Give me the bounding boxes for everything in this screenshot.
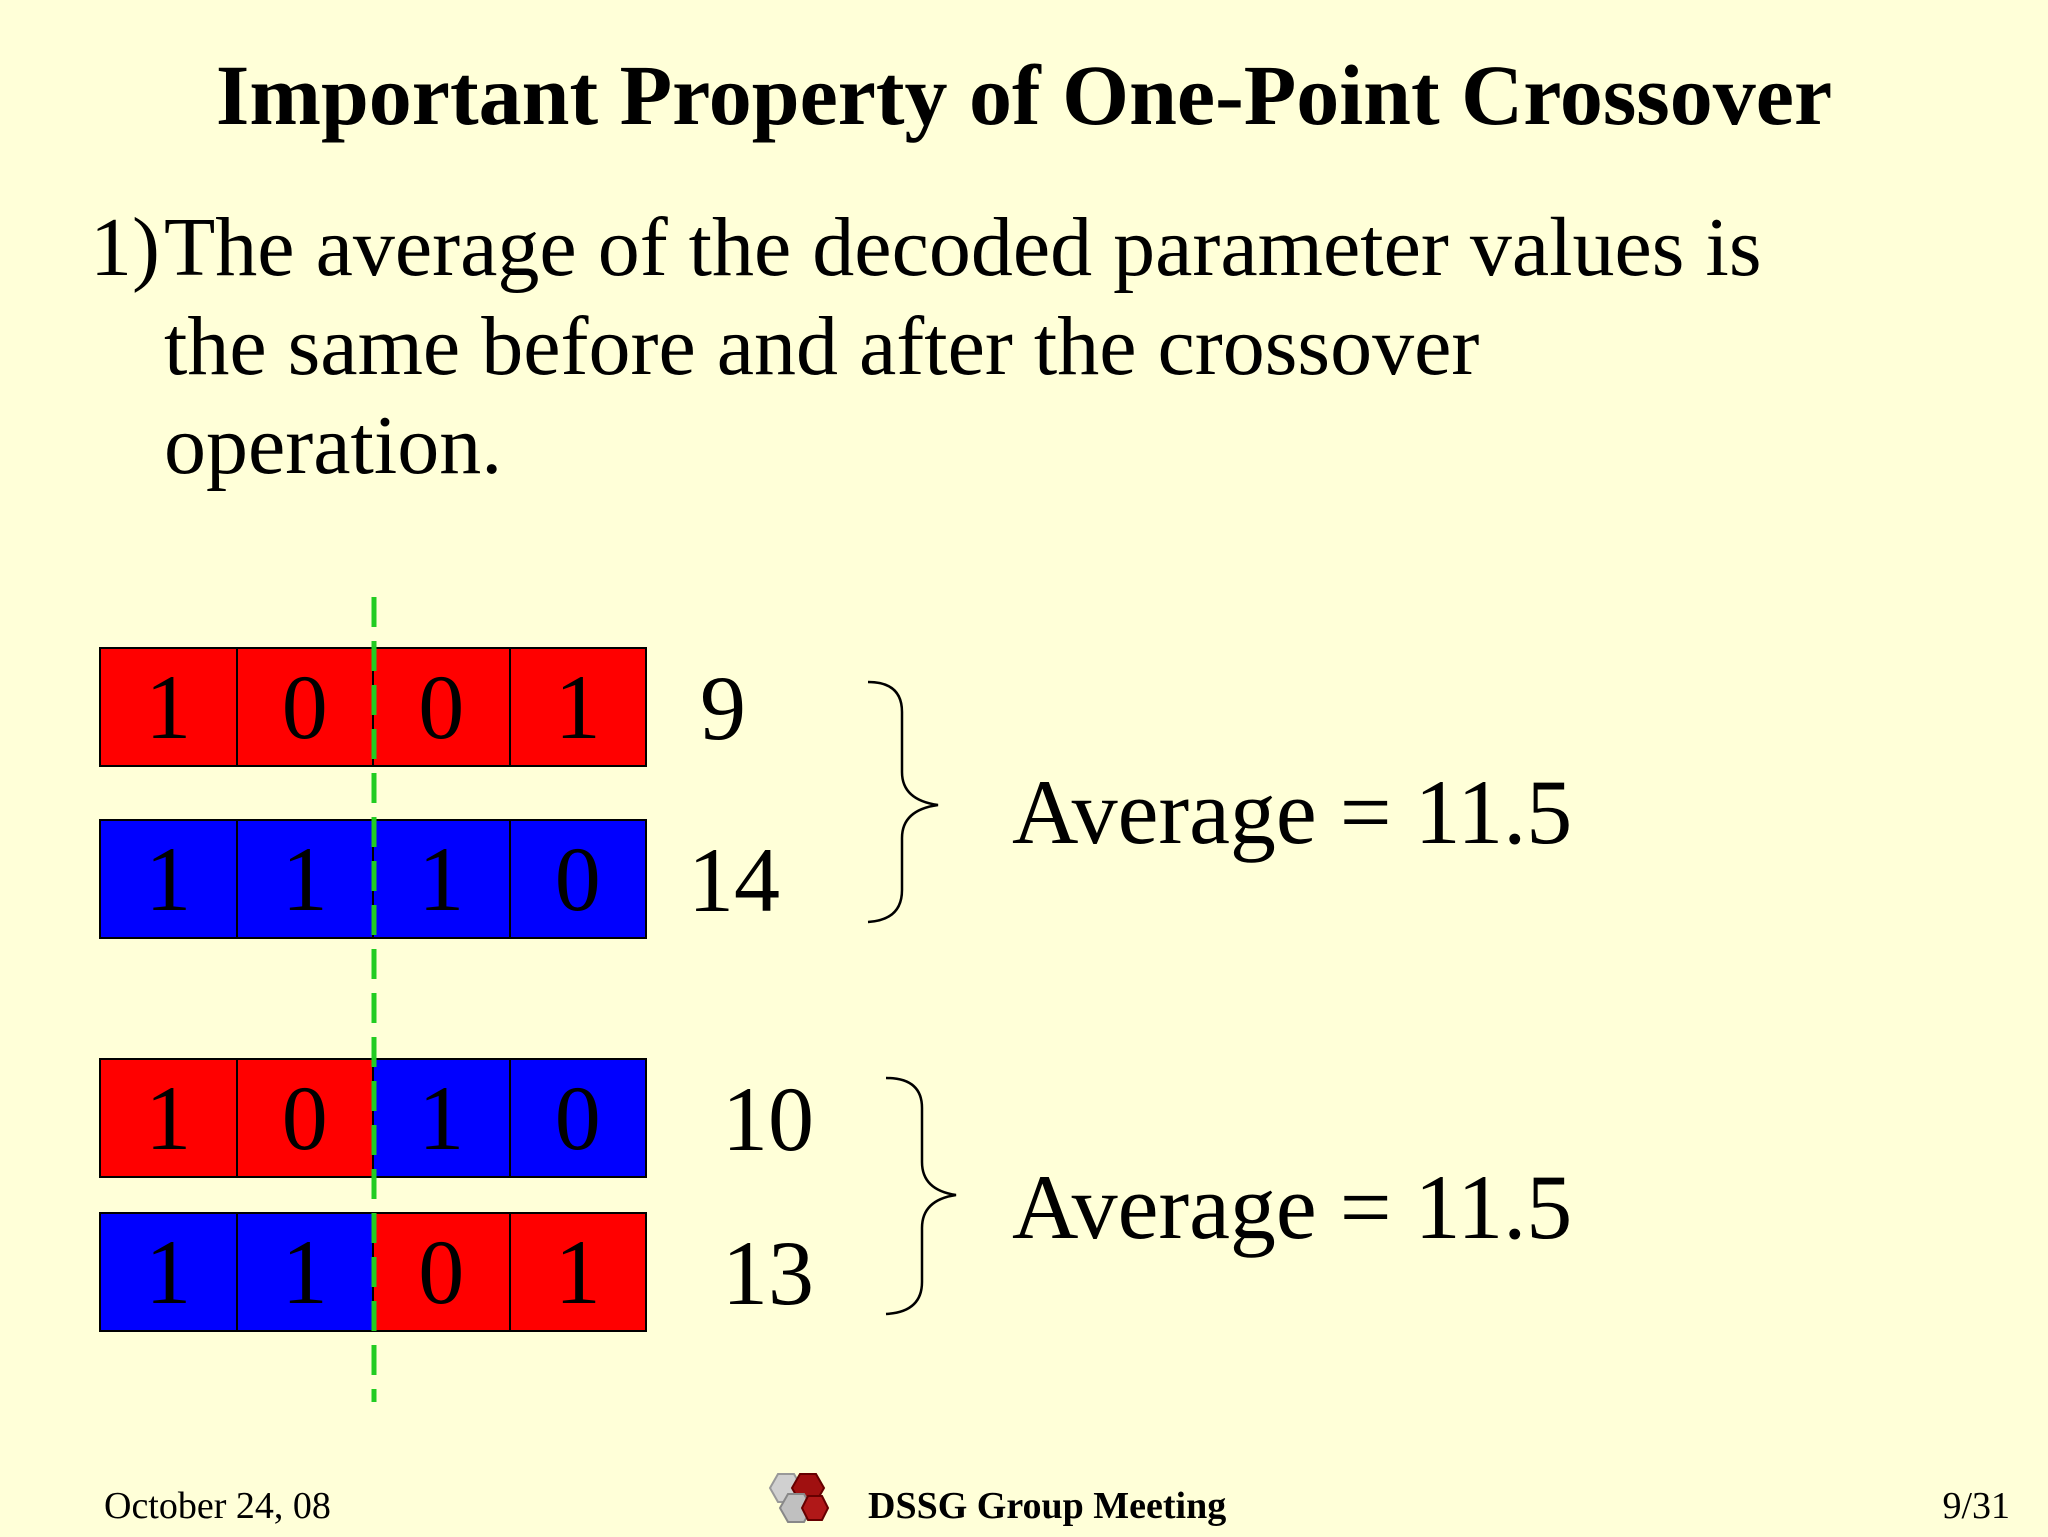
slide-title: Important Property of One-Point Crossove… — [215, 47, 1833, 143]
gene-cell: 0 — [510, 1060, 645, 1176]
gene-cell: 0 — [374, 1214, 511, 1330]
bullet-text-1: The average of the decoded parameter val… — [164, 201, 1762, 294]
gene-cell: 1 — [237, 1214, 374, 1330]
gene-cell: 1 — [101, 1060, 238, 1176]
gene-cell: 1 — [374, 1060, 511, 1176]
gene-cell: 1 — [374, 821, 511, 937]
gene-cell: 0 — [237, 649, 374, 765]
decoded-value-parent-1: 9 — [700, 657, 746, 759]
brace-before-icon — [867, 680, 939, 924]
gene-cell: 0 — [510, 821, 645, 937]
gene-cell: 1 — [101, 1214, 238, 1330]
chromosome-child-2: 1 1 0 1 — [99, 1212, 647, 1332]
gene-cell: 0 — [237, 1060, 374, 1176]
brace-after-icon — [885, 1076, 957, 1316]
gene-cell: 1 — [510, 649, 645, 765]
chromosome-parent-2: 1 1 1 0 — [99, 819, 647, 939]
hexagon-logo-icon — [768, 1473, 830, 1523]
gene-cell: 1 — [510, 1214, 645, 1330]
bullet-line-1: 1)The average of the decoded parameter v… — [90, 198, 1990, 297]
bullet-point: 1)The average of the decoded parameter v… — [90, 198, 1990, 495]
decoded-value-child-1: 10 — [722, 1068, 814, 1170]
bullet-number: 1) — [90, 201, 160, 294]
decoded-value-parent-2: 14 — [688, 829, 780, 931]
gene-cell: 1 — [101, 649, 238, 765]
gene-cell: 1 — [101, 821, 238, 937]
average-after: Average = 11.5 — [1012, 1156, 1573, 1258]
decoded-value-child-2: 13 — [722, 1222, 814, 1324]
bullet-line-3: operation. — [164, 399, 503, 492]
footer-page-number: 9/31 — [1942, 1485, 2010, 1527]
gene-cell: 1 — [237, 821, 374, 937]
gene-cell: 0 — [374, 649, 511, 765]
bullet-line-2: the same before and after the crossover — [164, 300, 1480, 393]
footer-date: October 24, 08 — [104, 1485, 331, 1527]
average-before: Average = 11.5 — [1012, 761, 1573, 863]
footer-meeting: DSSG Group Meeting — [868, 1485, 1227, 1527]
chromosome-parent-1: 1 0 0 1 — [99, 647, 647, 767]
